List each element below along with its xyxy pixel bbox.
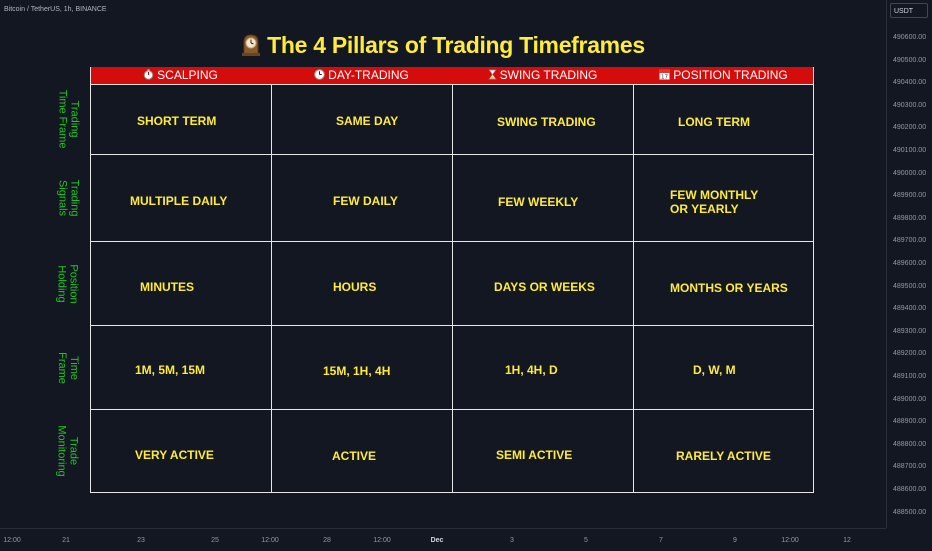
- price-tick-label: 490500.00: [893, 56, 927, 64]
- table-cell: 15M, 1H, 4H: [323, 364, 391, 378]
- price-tick-label: 490100.00: [893, 147, 927, 154]
- table-cell: MULTIPLE DAILY: [130, 194, 228, 208]
- price-tick-label: 488900.00: [893, 418, 927, 426]
- table-row-divider: [90, 154, 814, 155]
- row-label-position-holding: Position Holding: [55, 263, 80, 304]
- column-header-swing-trading: SWING TRADING: [452, 67, 633, 84]
- table-cell: DAYS OR WEEKS: [494, 280, 595, 294]
- row-label-trading-signals: Trading Signals: [55, 179, 80, 217]
- table-row-divider: [90, 325, 814, 326]
- table-cell: SEMI ACTIVE: [496, 448, 573, 462]
- row-label-trade-monitoring: Trade Monitoring: [56, 425, 81, 477]
- time-tick-label: Dec: [430, 537, 444, 544]
- time-tick-label: 3: [510, 537, 514, 544]
- price-tick-label: 489900.00: [893, 192, 927, 200]
- symbol-info[interactable]: Bitcoin / TetherUS, 1h, BINANCE: [4, 6, 107, 13]
- price-tick-label: 488700.00: [893, 463, 927, 471]
- time-tick-label: 12:00: [781, 537, 799, 544]
- hourglass-icon: [488, 68, 497, 85]
- table-cell: MONTHS OR YEARS: [670, 281, 788, 295]
- calendar-icon: 17: [659, 68, 671, 85]
- title-text: The 4 Pillars of Trading Timeframes: [267, 32, 645, 58]
- price-tick-label: 490600.00: [893, 34, 927, 41]
- table-cell: 1H, 4H, D: [505, 363, 558, 377]
- price-tick-label: 489700.00: [893, 237, 927, 245]
- row-label-trading-time-frame: Trading Time Frame: [56, 89, 80, 149]
- table-cell: RARELY ACTIVE: [676, 449, 771, 463]
- price-tick-label: 489000.00: [893, 395, 927, 403]
- table-cell: SHORT TERM: [137, 114, 217, 128]
- column-header-position-trading: 17 POSITION TRADING: [633, 67, 814, 84]
- price-tick-label: 490300.00: [893, 101, 927, 109]
- clock-icon: [314, 68, 325, 85]
- price-tick-label: 489300.00: [893, 327, 927, 335]
- table-row-divider: [90, 241, 814, 242]
- time-tick-label: 12:00: [373, 537, 391, 544]
- table-border-left: [90, 67, 91, 493]
- table-cell: 1M, 5M, 15M: [135, 363, 206, 377]
- table-cell: FEW DAILY: [333, 194, 398, 208]
- table-cell: FEW MONTHLY OR YEARLY: [670, 188, 759, 216]
- column-header-day-trading: DAY-TRADING: [271, 67, 452, 84]
- price-tick-label: 488800.00: [893, 440, 927, 448]
- currency-selector[interactable]: USDT: [890, 3, 928, 18]
- time-tick-label: 9: [733, 537, 737, 544]
- svg-text:17: 17: [661, 74, 668, 80]
- price-tick-label: 489600.00: [893, 260, 927, 267]
- table-column-divider: [633, 84, 634, 493]
- price-tick-label: 488600.00: [893, 486, 927, 493]
- table-cell: SWING TRADING: [497, 115, 596, 129]
- price-tick-label: 489200.00: [893, 350, 927, 358]
- table-cell: VERY ACTIVE: [135, 448, 214, 462]
- time-tick-label: 5: [584, 537, 588, 544]
- table-row-divider: [90, 409, 814, 410]
- table-column-divider: [452, 84, 453, 493]
- mantel-clock-icon: [241, 34, 261, 62]
- price-tick-label: 488500.00: [893, 508, 927, 516]
- time-tick-label: 25: [211, 537, 219, 544]
- table-cell: ACTIVE: [332, 449, 377, 463]
- price-axis[interactable]: [886, 0, 932, 528]
- price-tick-label: 489100.00: [893, 373, 927, 380]
- table-cell: D, W, M: [693, 363, 736, 377]
- time-axis[interactable]: [0, 528, 886, 551]
- table-cell: LONG TERM: [678, 115, 750, 129]
- row-label-time-frame: Time Frame: [56, 351, 80, 384]
- table-column-divider: [271, 84, 272, 493]
- price-tick-label: 489400.00: [893, 305, 927, 313]
- price-tick-label: 490200.00: [893, 124, 927, 132]
- column-header-scalping: SCALPING: [90, 67, 271, 84]
- time-tick-label: 21: [62, 537, 70, 544]
- table-cell: HOURS: [333, 280, 377, 294]
- stopwatch-icon: [143, 68, 154, 85]
- price-tick-label: 489500.00: [893, 282, 927, 290]
- table-border-right: [813, 67, 814, 493]
- time-tick-label: 23: [137, 537, 145, 544]
- table-border-bottom: [90, 492, 814, 493]
- time-tick-label: 7: [659, 537, 663, 544]
- time-tick-label: 12: [843, 537, 851, 544]
- table-cell: MINUTES: [140, 280, 194, 294]
- price-tick-label: 490400.00: [893, 79, 927, 87]
- time-tick-label: 12:00: [261, 537, 279, 544]
- price-tick-label: 489800.00: [893, 214, 927, 222]
- chart-title: The 4 Pillars of Trading Timeframes: [0, 32, 886, 62]
- price-tick-label: 490000.00: [893, 169, 927, 177]
- table-cell: SAME DAY: [336, 114, 399, 128]
- table-cell: FEW WEEKLY: [498, 195, 579, 209]
- time-tick-label: 28: [323, 537, 331, 544]
- time-tick-label: 12:00: [3, 537, 21, 544]
